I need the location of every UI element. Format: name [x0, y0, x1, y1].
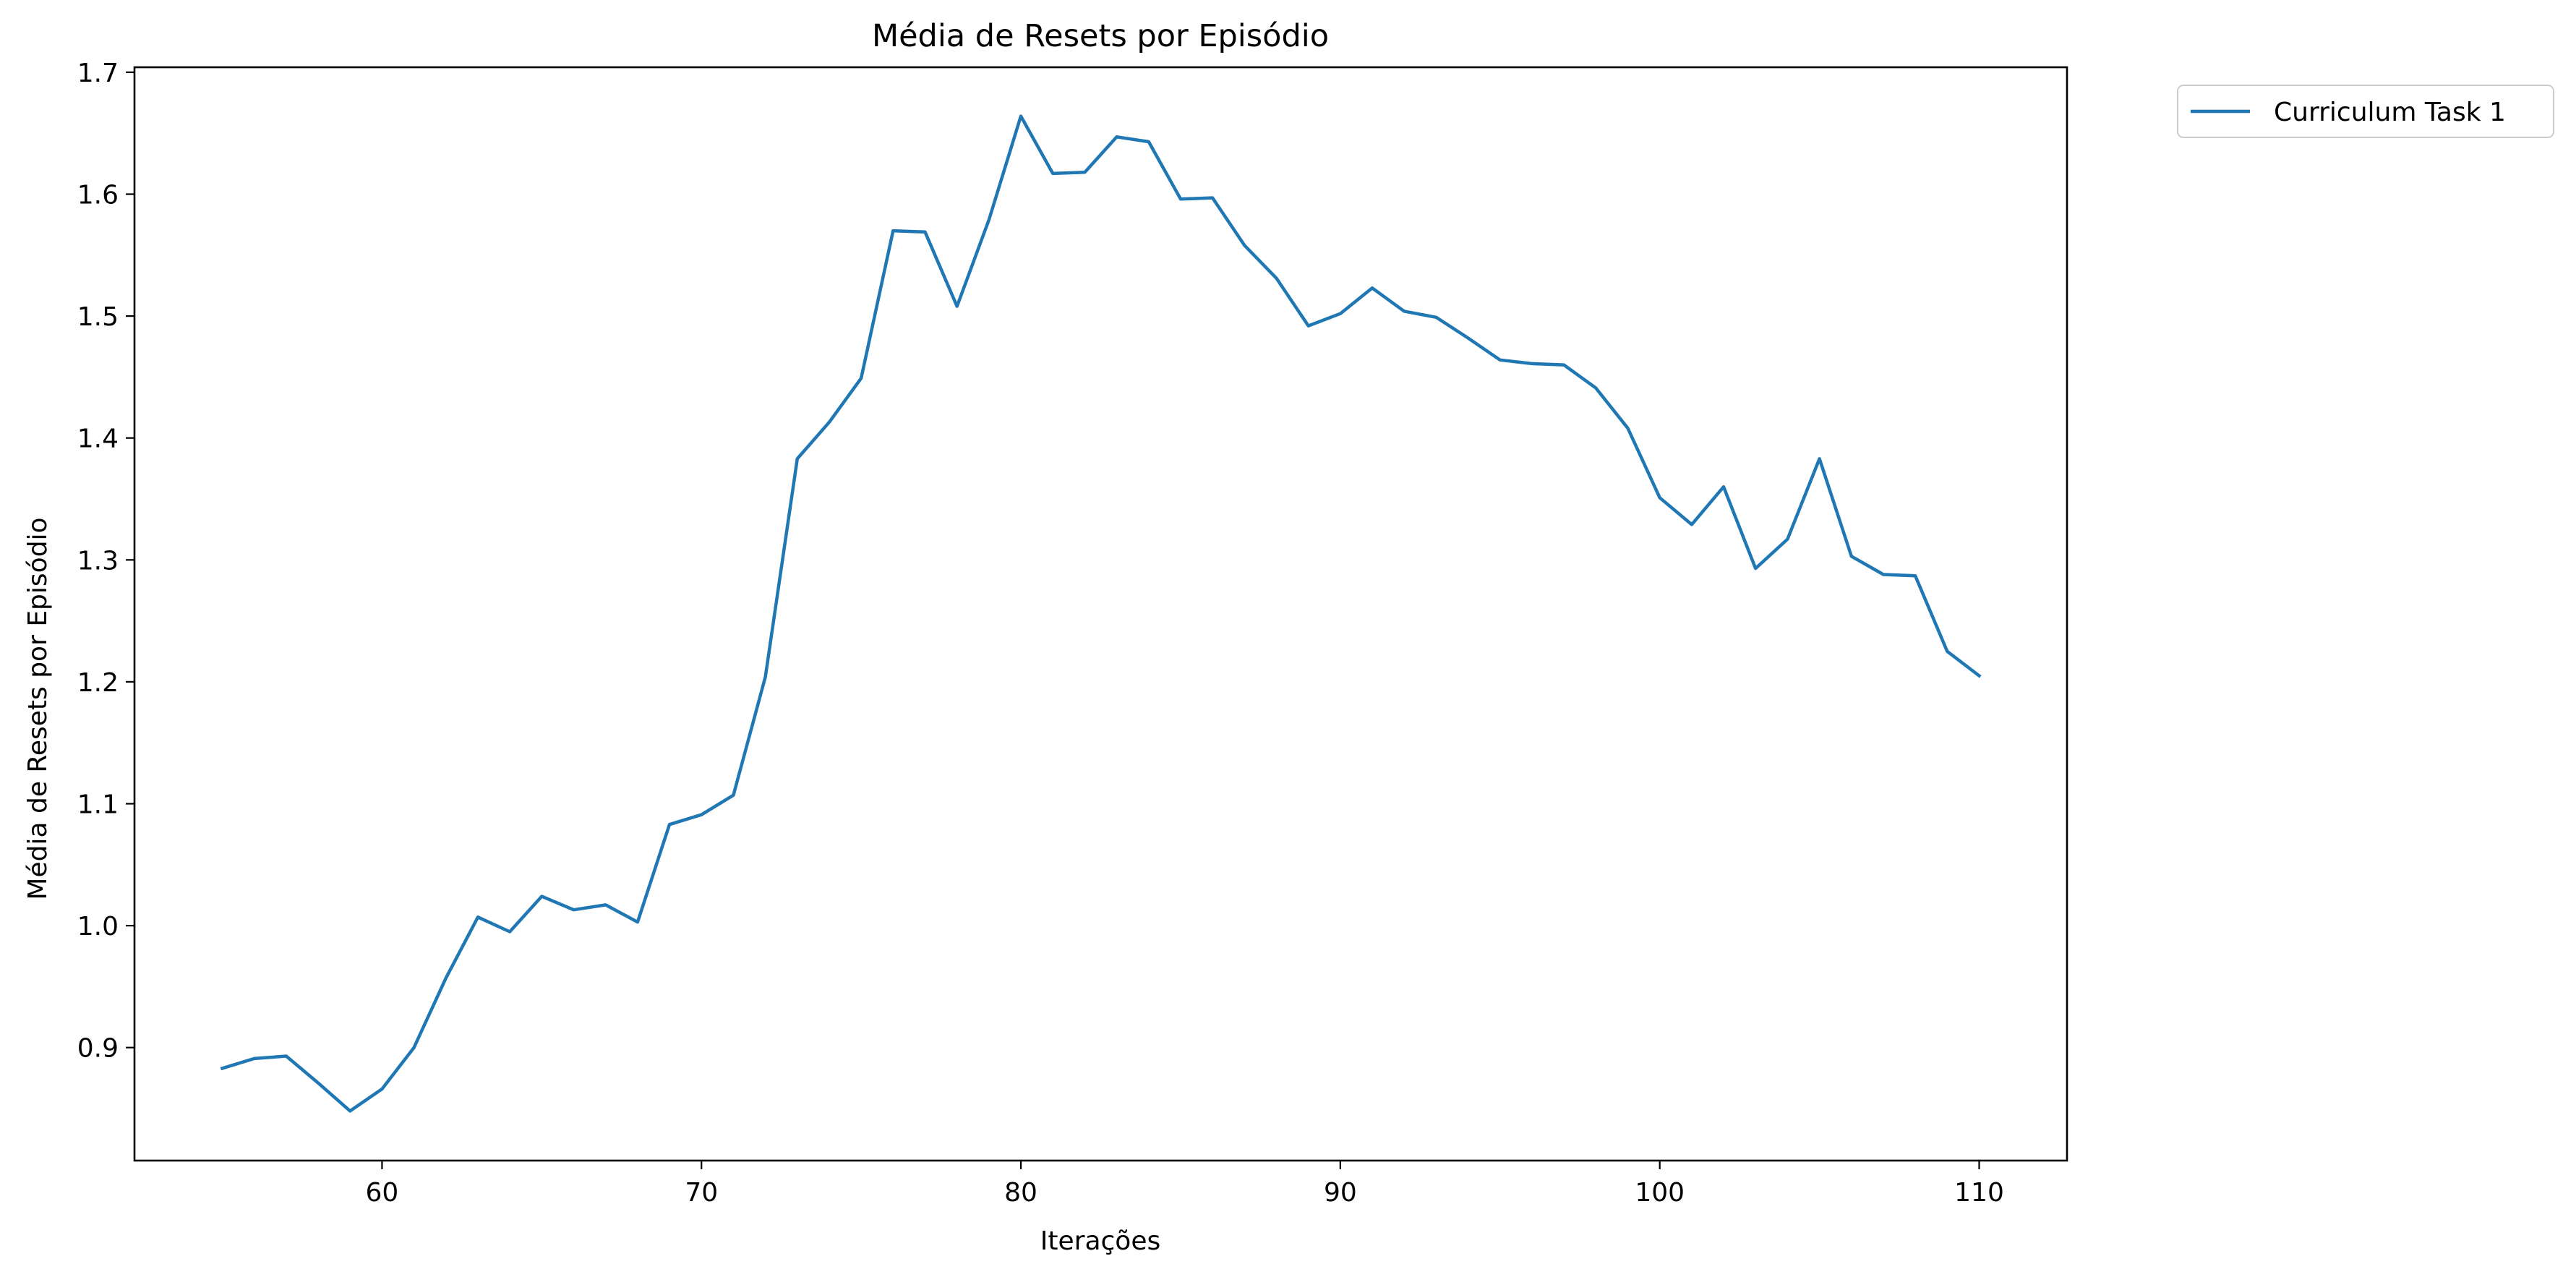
x-tick-label: 60: [366, 1178, 399, 1208]
y-tick-label: 1.4: [77, 424, 119, 454]
legend-frame: [2177, 85, 2554, 138]
legend-label: Curriculum Task 1: [2274, 98, 2506, 127]
y-tick-label: 1.0: [77, 912, 119, 941]
y-tick-label: 1.6: [77, 181, 119, 210]
x-axis-label: Iterações: [1040, 1226, 1160, 1256]
plot-frame: [133, 66, 2068, 1162]
y-tick-label: 1.3: [77, 546, 119, 576]
y-tick-label: 0.9: [77, 1034, 119, 1064]
x-axis: 60 70 80 90 100 110: [366, 1161, 2004, 1208]
y-axis: 0.9 1.0 1.1 1.2 1.3 1.4 1.5 1.6 1.7: [77, 59, 134, 1064]
legend: Curriculum Task 1: [2177, 85, 2554, 138]
plot-area: [133, 66, 2068, 1162]
y-tick-label: 1.7: [77, 59, 119, 88]
y-tick-label: 1.1: [77, 790, 119, 820]
series-group: [220, 114, 1982, 1113]
chart-title: Média de Resets por Episódio: [872, 18, 1329, 54]
y-tick-label: 1.5: [77, 302, 119, 332]
y-axis-label: Média de Resets por Episódio: [23, 517, 53, 900]
x-tick-label: 70: [685, 1178, 718, 1208]
x-tick-label: 80: [1004, 1178, 1037, 1208]
x-tick-label: 100: [1635, 1178, 1685, 1208]
y-tick-label: 1.2: [77, 668, 119, 698]
x-tick-label: 110: [1954, 1178, 2004, 1208]
x-tick-label: 90: [1324, 1178, 1357, 1208]
series-line: [220, 114, 1982, 1113]
